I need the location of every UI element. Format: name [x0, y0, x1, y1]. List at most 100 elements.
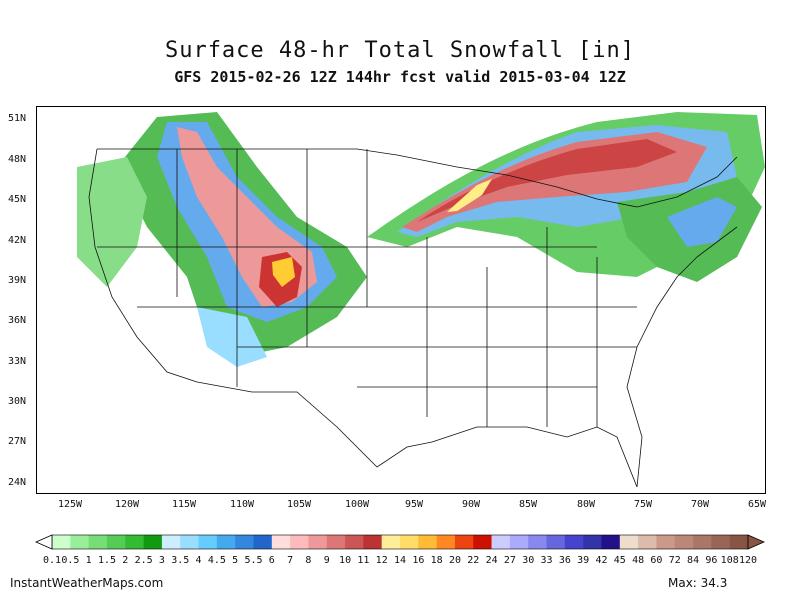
- colorbar-frame: [51, 534, 749, 550]
- colorbar-label: 60: [650, 555, 663, 566]
- colorbar-label: 2: [122, 555, 129, 566]
- colorbar-label: 9: [323, 555, 330, 566]
- southwest-patches: [197, 307, 267, 367]
- colorbar-swatch: [674, 535, 694, 549]
- rockies-yellow: [272, 257, 295, 287]
- state-lines-2: [97, 246, 637, 388]
- colorbar-label: 5: [232, 555, 239, 566]
- colorbar-label: 30: [522, 555, 535, 566]
- colorbar-swatch: [619, 535, 639, 549]
- colorbar-swatch: [638, 535, 657, 549]
- lat-label-24n: 24N: [8, 477, 27, 488]
- colorbar-label: 84: [687, 555, 700, 566]
- colorbar-label: 4: [195, 555, 202, 566]
- lat-label-33n: 33N: [8, 356, 27, 367]
- colorbar-swatch: [711, 535, 730, 549]
- colorbar-swatch: [308, 535, 328, 549]
- colorbar-swatch: [52, 535, 71, 549]
- colorbar-label: 11: [357, 555, 370, 566]
- colorbar-label: 7: [287, 555, 294, 566]
- colorbar-swatch: [198, 535, 218, 549]
- colorbar-swatch: [418, 535, 437, 549]
- band-yellow: [447, 179, 492, 212]
- colorbar-left-arrow: [35, 534, 53, 550]
- colorbar-label: 96: [705, 555, 718, 566]
- colorbar-swatch: [693, 535, 712, 549]
- lat-label-39n: 39N: [8, 275, 27, 286]
- colorbar-right-arrow: [747, 534, 765, 550]
- political-borders: [88, 148, 738, 488]
- lon-label-80w: 80W: [577, 499, 596, 510]
- colorbar-label: 10: [339, 555, 352, 566]
- snowfall-shading: [77, 112, 765, 367]
- max-label: Max: 34.3: [668, 576, 728, 590]
- us-canada-border: [97, 148, 738, 208]
- colorbar-label: 12: [375, 555, 388, 566]
- lon-label-125w: 125W: [58, 499, 83, 510]
- colorbar-swatch: [381, 535, 401, 549]
- lat-label-45n: 45N: [8, 194, 27, 205]
- lon-label-85w: 85W: [519, 499, 538, 510]
- colorbar-swatch: [436, 535, 456, 549]
- colorbar-swatch: [235, 535, 254, 549]
- colorbar-swatch: [729, 535, 749, 549]
- colorbar-label: 24: [485, 555, 498, 566]
- colorbar-swatch: [509, 535, 529, 549]
- colorbar-label: 16: [412, 555, 425, 566]
- west-patches: [77, 157, 147, 287]
- lon-label-110w: 110W: [230, 499, 255, 510]
- colorbar-label: 22: [467, 555, 480, 566]
- colorbar-swatch: [326, 535, 346, 549]
- colorbar-label: 1.5: [97, 555, 116, 566]
- colorbar-label: 48: [632, 555, 645, 566]
- lon-label-115w: 115W: [172, 499, 197, 510]
- gulf-coast: [431, 426, 638, 488]
- colorbar-label: 3.5: [171, 555, 190, 566]
- colorbar-label: 3: [158, 555, 165, 566]
- lat-label-36n: 36N: [8, 315, 27, 326]
- colorbar-swatch: [473, 535, 492, 549]
- colorbar-swatch: [143, 535, 163, 549]
- colorbar-swatch: [400, 535, 419, 549]
- colorbar-swatch: [601, 535, 621, 549]
- colorbar-swatch: [564, 535, 584, 549]
- lat-label-30n: 30N: [8, 396, 27, 407]
- colorbar-swatch: [70, 535, 89, 549]
- lon-label-70w: 70W: [691, 499, 710, 510]
- lon-label-90w: 90W: [462, 499, 481, 510]
- colorbar-swatch: [125, 535, 144, 549]
- colorbar-label: 0.1: [43, 555, 62, 566]
- east-coast: [626, 226, 738, 488]
- colorbar-label: 20: [448, 555, 461, 566]
- colorbar-label: 1: [85, 555, 92, 566]
- colorbar-swatches: [51, 534, 749, 550]
- colorbar-swatch: [363, 535, 382, 549]
- colorbar-swatch: [88, 535, 108, 549]
- colorbar-label: 8: [305, 555, 312, 566]
- colorbar-label: 5.5: [244, 555, 263, 566]
- lon-label-100w: 100W: [345, 499, 370, 510]
- colorbar-swatch: [106, 535, 126, 549]
- lat-label-42n: 42N: [8, 235, 27, 246]
- colorbar-label: 33: [540, 555, 553, 566]
- site-label: InstantWeatherMaps.com: [10, 576, 164, 590]
- map-title: Surface 48-hr Total Snowfall [in]: [164, 38, 636, 63]
- lon-label-95w: 95W: [405, 499, 424, 510]
- lat-label-48n: 48N: [8, 154, 27, 165]
- lon-label-120w: 120W: [115, 499, 140, 510]
- colorbar-swatch: [253, 535, 273, 549]
- colorbar-label: 36: [558, 555, 571, 566]
- colorbar-swatch: [454, 535, 474, 549]
- lat-label-51n: 51N: [8, 113, 27, 124]
- colorbar-label: 27: [503, 555, 516, 566]
- colorbar-swatch: [656, 535, 676, 549]
- lon-label-65w: 65W: [748, 499, 767, 510]
- colorbar-swatch: [271, 535, 291, 549]
- colorbar-label: 2.5: [134, 555, 153, 566]
- west-coast: [88, 148, 198, 383]
- colorbar-label: 42: [595, 555, 608, 566]
- colorbar-swatch: [528, 535, 547, 549]
- lat-label-27n: 27N: [8, 436, 27, 447]
- snowfall-map: [36, 106, 766, 494]
- colorbar-label: 6: [268, 555, 275, 566]
